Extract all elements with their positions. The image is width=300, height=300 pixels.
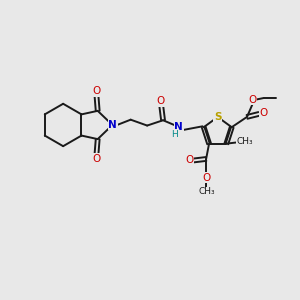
Text: O: O: [248, 94, 256, 104]
Text: N: N: [108, 120, 117, 130]
Text: CH₃: CH₃: [198, 188, 215, 196]
Text: CH₃: CH₃: [237, 137, 253, 146]
Text: O: O: [157, 96, 165, 106]
Text: H: H: [171, 130, 178, 139]
Text: N: N: [174, 122, 183, 132]
Text: O: O: [202, 173, 211, 183]
Text: O: O: [92, 86, 101, 96]
Text: O: O: [92, 154, 101, 164]
Text: O: O: [185, 155, 193, 165]
Text: S: S: [214, 112, 221, 122]
Text: O: O: [260, 108, 268, 118]
